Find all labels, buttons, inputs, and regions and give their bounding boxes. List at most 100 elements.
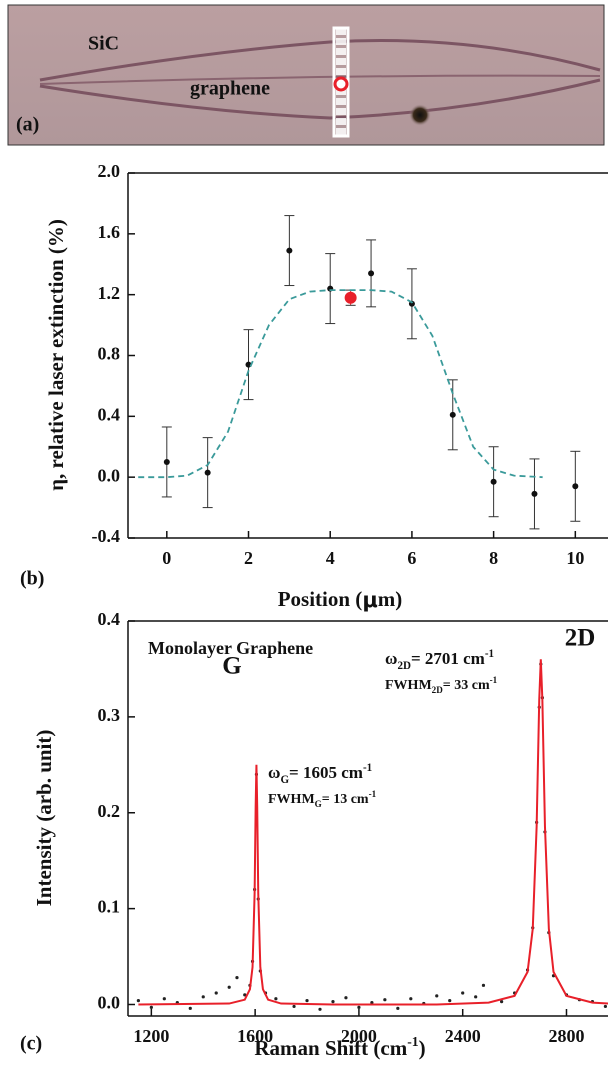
y-tick-label: 0.0 (98, 993, 121, 1013)
x-tick-label: 0 (162, 548, 171, 568)
text-part: ) (419, 1036, 426, 1060)
x-tick-label: 6 (407, 548, 416, 568)
x-tick-label: 1600 (237, 1026, 273, 1046)
x-axis-label: Raman Shift (cm-1) (254, 1034, 425, 1060)
data-point (235, 976, 239, 980)
data-point (292, 1004, 296, 1009)
data-point (162, 997, 166, 1001)
data-point (344, 996, 348, 1000)
data-point (204, 469, 211, 476)
panel-label: (c) (20, 1033, 42, 1055)
text-part: = 1605 cm (289, 763, 363, 782)
data-point (201, 995, 205, 999)
y-tick-label: 1.2 (98, 283, 121, 303)
annotation: Monolayer Graphene (148, 638, 313, 658)
plot-area (138, 215, 581, 530)
text-part: = 13 cm (322, 792, 369, 807)
data-point (149, 1005, 153, 1009)
data-point (188, 1006, 192, 1010)
data-point (449, 411, 456, 418)
text-part: -1 (485, 648, 494, 660)
x-tick-label: 8 (489, 548, 498, 568)
data-point (409, 997, 413, 1001)
annotation: G (222, 653, 241, 680)
plot-area (136, 659, 608, 1011)
data-point (435, 994, 439, 998)
text-part: -1 (407, 1034, 419, 1049)
annotation: graphene (190, 78, 270, 100)
text-part: Position ( (278, 587, 363, 611)
y-tick-label: 0.1 (98, 897, 121, 917)
data-point (305, 999, 309, 1003)
x-tick-label: 2400 (445, 1026, 481, 1046)
image-panel: SiC graphene (a) (7, 4, 605, 146)
text-part: μ (362, 588, 377, 612)
data-point (500, 1000, 504, 1004)
data-point (214, 991, 218, 995)
y-tick-label: 1.6 (98, 222, 121, 242)
data-point (383, 998, 387, 1002)
x-tick-label: 10 (566, 548, 584, 568)
x-tick-label: 2000 (341, 1026, 377, 1046)
data-point (136, 999, 140, 1003)
data-point (344, 291, 357, 304)
annotation: ωG= 1605 cm-1 (268, 762, 372, 786)
data-point (243, 993, 247, 997)
fit-line (138, 659, 608, 1006)
data-point (370, 1000, 374, 1005)
data-point (396, 1006, 400, 1010)
y-axis-label: Intensity (arb. unit) (32, 730, 56, 907)
text-part: ω (268, 763, 280, 782)
annotation: FWHM2D= 33 cm-1 (385, 675, 498, 695)
data-point (286, 247, 293, 254)
y-tick-label: -0.4 (92, 526, 121, 546)
text-part: m) (378, 587, 403, 611)
text-part: = 33 cm (443, 678, 490, 693)
defect (409, 104, 431, 126)
chart: -0.4 0.0 0.4 0.8 1.2 1.6 2.0 0 2 4 6 8 10 Position (μ… (20, 161, 608, 612)
panel-label: (a) (16, 114, 39, 136)
annotation: ω2D= 2701 cm-1 (385, 648, 494, 672)
annotation: FWHMG= 13 cm-1 (268, 789, 377, 809)
text-part: = 2701 cm (411, 649, 485, 668)
data-point (481, 983, 486, 987)
x-tick-label: 1200 (133, 1026, 169, 1046)
y-tick-label: 0.3 (98, 705, 121, 725)
text-part: G (315, 799, 322, 809)
data-point (163, 458, 170, 465)
data-point (368, 270, 375, 277)
y-tick-label: 0.0 (98, 465, 121, 485)
data-point (274, 997, 278, 1001)
data-point (227, 985, 231, 989)
text-part: 2D (397, 660, 411, 672)
y-tick-label: 0.8 (98, 344, 121, 364)
text-part: -1 (363, 762, 372, 774)
graphene-line (39, 74, 601, 85)
data-point (572, 483, 579, 490)
y-tick-label: 0.2 (98, 801, 121, 821)
graphene-edge (39, 39, 601, 120)
fit-line (138, 289, 543, 479)
text-part: -1 (369, 789, 377, 799)
data-point (603, 1004, 608, 1009)
x-tick-label: 2800 (548, 1026, 584, 1046)
text-part: FWHM (268, 792, 315, 807)
data-point (448, 999, 452, 1003)
y-tick-label: 0.4 (98, 404, 121, 424)
text-part: Raman Shift (cm (254, 1036, 407, 1060)
data-point (490, 478, 497, 485)
data-point (331, 1000, 335, 1004)
x-axis-label: Position (μm) (278, 587, 403, 612)
text-part: FWHM (385, 678, 432, 693)
text-part: ω (385, 649, 397, 668)
data-point (531, 490, 538, 497)
annotation: SiC (88, 33, 119, 55)
panel-label: (b) (20, 568, 44, 590)
y-axis-label: η, relative laser extinction (%) (44, 219, 68, 491)
x-tick-label: 2 (244, 548, 253, 568)
text-part: -1 (490, 675, 498, 685)
x-tick-label: 4 (326, 548, 335, 568)
data-point (357, 1005, 361, 1009)
data-point (474, 995, 478, 999)
